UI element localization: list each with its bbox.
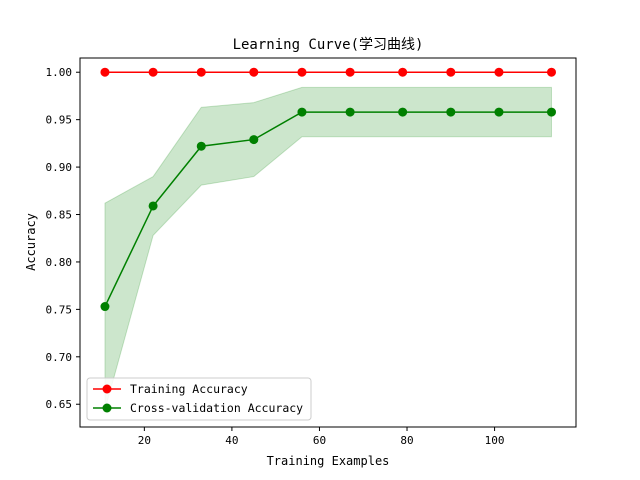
data-point-0-8 [494, 67, 504, 77]
plot-inner [100, 67, 556, 411]
data-point-0-5 [345, 67, 355, 77]
legend-marker-0 [102, 384, 112, 394]
series-line-1 [104, 111, 552, 307]
data-point-0-6 [398, 67, 408, 77]
data-point-0-3 [249, 67, 259, 77]
data-point-0-1 [148, 67, 158, 77]
data-point-0-9 [546, 67, 556, 77]
x-tick-label-3: 80 [400, 434, 413, 447]
data-point-1-9 [546, 107, 556, 117]
legend: Training Accuracy Cross-validation Accura… [86, 377, 312, 421]
data-point-1-8 [494, 107, 504, 117]
data-point-1-3 [249, 135, 259, 145]
data-point-1-1 [148, 201, 158, 211]
legend-label-0: Training Accuracy [130, 382, 248, 396]
legend-box [86, 377, 312, 421]
y-axis-label: Accuracy [24, 213, 38, 271]
axes-frame [79, 57, 577, 428]
x-tick-label-2: 60 [313, 434, 326, 447]
data-point-0-4 [297, 67, 307, 77]
x-tick-label-1: 40 [225, 434, 238, 447]
legend-label-1: Cross-validation Accuracy [130, 401, 303, 415]
data-point-0-2 [196, 67, 206, 77]
y-tick-label-2: 0.75 [46, 303, 73, 316]
data-point-1-2 [196, 141, 206, 151]
y-tick-label-3: 0.80 [46, 256, 73, 269]
data-point-1-5 [345, 107, 355, 117]
data-point-1-0 [100, 302, 110, 312]
chart-title: Learning Curve(学习曲线) [233, 37, 424, 53]
y-tick-label-0: 0.65 [46, 398, 73, 411]
x-tick-label-4: 100 [485, 434, 505, 447]
y-tick-label-5: 0.90 [46, 161, 73, 174]
x-tick-label-0: 20 [138, 434, 151, 447]
confidence-band-1 [104, 86, 552, 411]
y-tick-label-6: 0.95 [46, 114, 73, 127]
legend-marker-1 [102, 403, 112, 413]
axes: 20 40 60 80 100 0.65 0.70 0.75 0.80 0.85 0.90 0.95 1… [46, 57, 577, 447]
y-tick-label-4: 0.85 [46, 209, 73, 222]
y-tick-label-1: 0.70 [46, 351, 73, 364]
data-point-1-4 [297, 107, 307, 117]
data-point-1-6 [398, 107, 408, 117]
data-point-0-0 [100, 67, 110, 77]
y-tick-label-7: 1.00 [46, 66, 73, 79]
data-point-0-7 [446, 67, 456, 77]
x-axis-label: Training Examples [267, 454, 390, 468]
plot-area [100, 67, 556, 411]
data-point-1-7 [446, 107, 456, 117]
